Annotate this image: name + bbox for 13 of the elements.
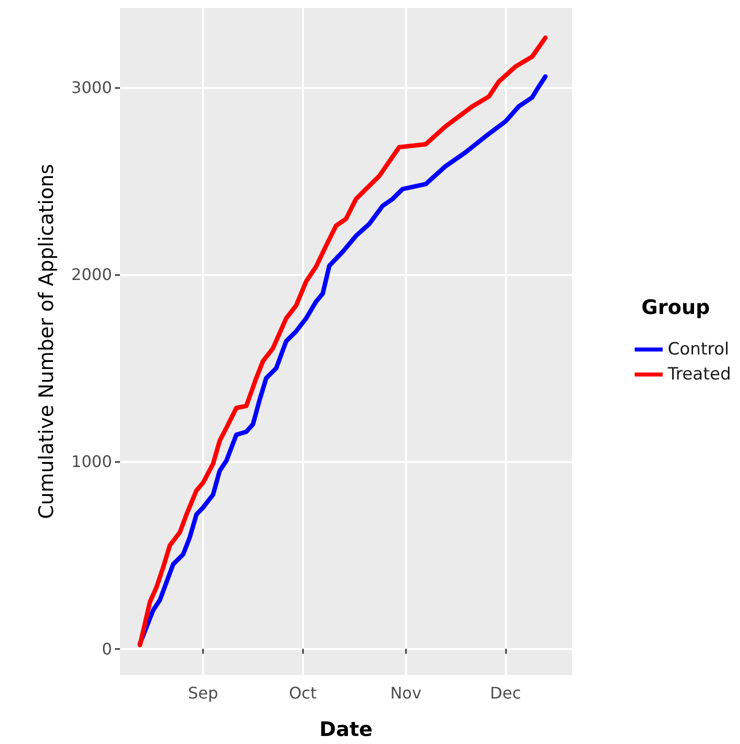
- legend-label: Control: [668, 340, 730, 360]
- legend-label: Treated: [666, 364, 732, 384]
- y-tick-label: 3000: [71, 78, 112, 98]
- x-axis-title: Date: [319, 717, 373, 741]
- y-axis-title: Cumulative Number of Applications: [34, 164, 58, 520]
- legend-title: Group: [641, 295, 710, 319]
- y-tick-label: 2000: [71, 265, 112, 284]
- y-tick-label: 0: [102, 639, 112, 658]
- x-tick-label: Oct: [288, 684, 317, 702]
- y-tick-label: 1000: [71, 452, 112, 472]
- x-tick-label: Sep: [188, 684, 218, 702]
- x-tick-label: Nov: [390, 684, 422, 702]
- x-tick-label: Dec: [490, 684, 522, 702]
